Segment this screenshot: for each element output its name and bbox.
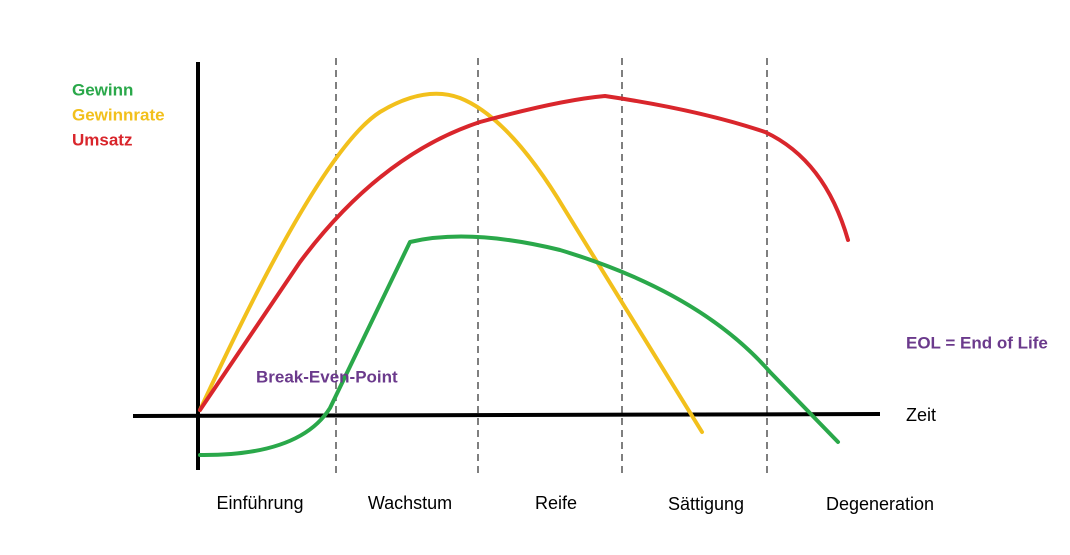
gewinnrate-curve — [198, 91, 704, 434]
phase-label: Reife — [535, 493, 577, 513]
x-axis — [132, 412, 881, 418]
annotation: Break-Even-Point — [256, 367, 398, 386]
phase-label: Degeneration — [826, 494, 934, 514]
phase-label: Wachstum — [368, 493, 452, 513]
phase-label: Sättigung — [668, 494, 744, 514]
umsatz-curve — [198, 94, 850, 412]
annotation: EOL = End of Life — [906, 333, 1048, 352]
legend-label: Gewinn — [72, 80, 133, 99]
x-axis-label: Zeit — [906, 405, 936, 425]
gewinn-curve — [198, 234, 840, 458]
phase-label: Einführung — [216, 493, 303, 513]
legend-label: Gewinnrate — [72, 105, 165, 124]
legend-label: Umsatz — [72, 130, 132, 149]
